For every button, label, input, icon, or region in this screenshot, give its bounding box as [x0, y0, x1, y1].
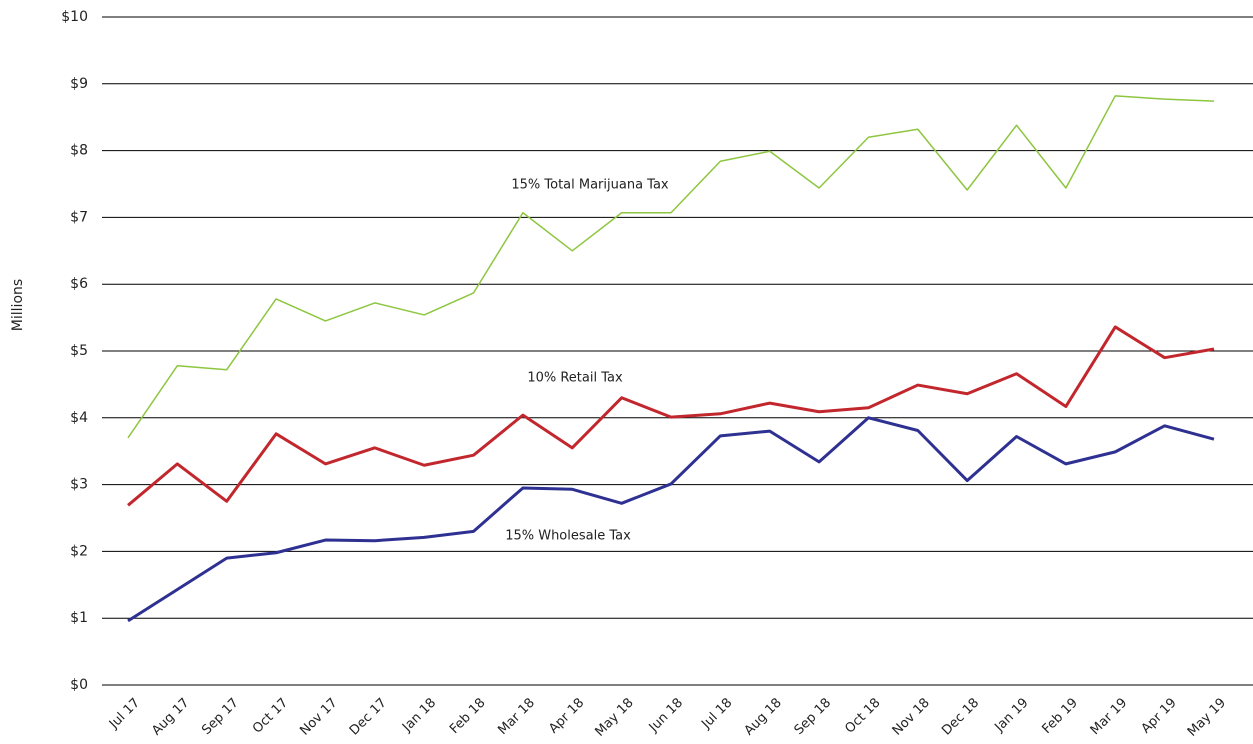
x-tick-label: Aug 18 — [742, 695, 785, 738]
x-tick-label: Nov 18 — [890, 695, 933, 738]
y-tick-label: $10 — [61, 9, 88, 25]
y-tick-label: $4 — [70, 410, 88, 426]
x-tick-label: Jul 18 — [698, 695, 735, 732]
x-tick-label: Feb 18 — [447, 695, 489, 737]
x-tick-label: Oct 17 — [250, 695, 291, 736]
y-tick-label: $0 — [70, 677, 88, 693]
y-tick-label: $8 — [70, 143, 88, 159]
y-tick-label: $5 — [70, 343, 88, 359]
x-tick-label: Nov 17 — [297, 695, 340, 738]
y-tick-label: $6 — [70, 276, 88, 292]
x-tick-label: Jul 17 — [106, 695, 143, 732]
series-line — [127, 325, 1215, 507]
x-tick-label: Mar 18 — [495, 695, 538, 738]
x-tick-label: May 18 — [592, 695, 636, 739]
y-tick-label: $9 — [70, 76, 88, 92]
x-tick-label: Sep 18 — [792, 695, 835, 738]
x-tick-label: Feb 19 — [1039, 695, 1081, 737]
series-line — [127, 416, 1215, 623]
y-tick-label: $3 — [70, 477, 88, 493]
y-tick-label: $1 — [70, 610, 88, 626]
x-tick-label: Apr 18 — [546, 695, 587, 736]
line-annotation: 10% Retail Tax — [527, 371, 623, 386]
series-line — [127, 95, 1215, 439]
x-tick-label: Dec 17 — [347, 695, 390, 738]
line-annotation: 15% Total Marijuana Tax — [511, 178, 669, 193]
x-tick-label: Apr 19 — [1139, 695, 1180, 736]
y-axis-label: Millions — [10, 279, 26, 331]
x-tick-label: Dec 18 — [939, 695, 982, 738]
y-tick-label: $7 — [70, 209, 88, 225]
x-tick-label: Mar 19 — [1088, 695, 1131, 738]
x-tick-label: Jun 18 — [646, 695, 686, 735]
x-tick-label: Jan 18 — [399, 695, 439, 735]
x-tick-label: Sep 17 — [199, 695, 242, 738]
x-tick-label: May 19 — [1185, 695, 1229, 739]
line-annotation: 15% Wholesale Tax — [505, 529, 631, 544]
x-tick-label: Oct 18 — [842, 695, 883, 736]
x-tick-label: Jan 19 — [991, 695, 1031, 735]
y-tick-label: $2 — [70, 543, 88, 559]
x-tick-label: Aug 17 — [149, 695, 192, 738]
